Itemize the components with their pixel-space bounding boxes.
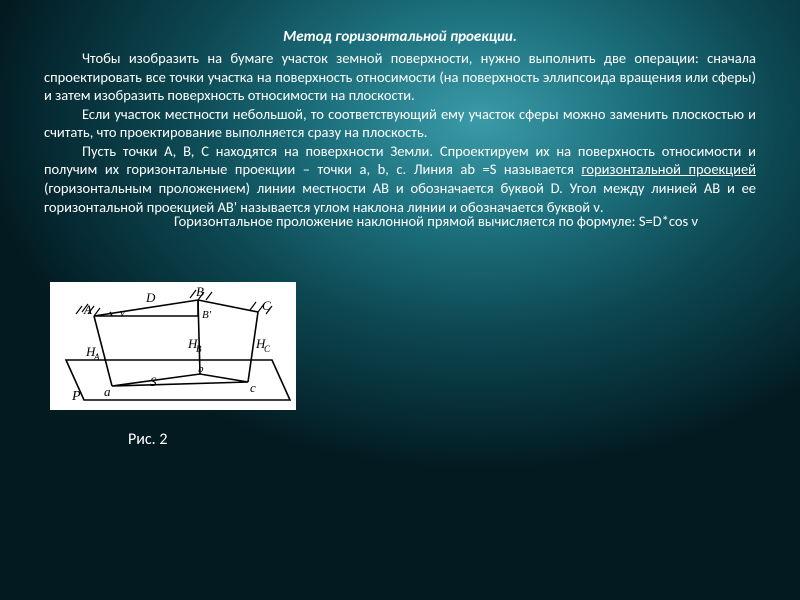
label-Bprime: B' bbox=[202, 309, 212, 321]
paragraph-4: Горизонтальное проложение наклонной прям… bbox=[174, 212, 756, 231]
label-b: b bbox=[198, 363, 204, 375]
paragraph-1: Чтобы изобразить на бумаге участок земно… bbox=[44, 49, 756, 105]
label-B: B bbox=[196, 284, 204, 299]
label-nu: ν bbox=[120, 307, 125, 319]
label-c: c bbox=[250, 380, 256, 395]
paragraph-3-b: (горизонтальным проложением) линии местн… bbox=[44, 179, 756, 216]
label-S: S bbox=[150, 374, 157, 389]
paragraph-2: Если участок местности небольшой, то соо… bbox=[44, 105, 756, 142]
figure-caption: Рис. 2 bbox=[128, 430, 167, 449]
label-P: P bbox=[71, 389, 81, 404]
label-A: A bbox=[83, 302, 92, 317]
diagram-svg: A B C B' D ν S H A H B H C a b c P bbox=[50, 282, 296, 410]
slide-content: Метод горизонтальной проекции. Чтобы изо… bbox=[0, 0, 800, 231]
slide-title: Метод горизонтальной проекции. bbox=[44, 28, 756, 47]
label-D: D bbox=[145, 290, 156, 305]
label-a: a bbox=[104, 384, 111, 399]
label-HC-sub: C bbox=[264, 344, 271, 354]
label-HB-sub: B bbox=[196, 344, 202, 354]
label-C: C bbox=[262, 298, 271, 313]
paragraph-3: Пусть точки A, B, C находятся на поверхн… bbox=[44, 142, 756, 216]
projection-diagram: A B C B' D ν S H A H B H C a b c P bbox=[50, 282, 296, 410]
label-HA-sub: A bbox=[93, 352, 100, 362]
paragraph-3-underline: горизонтальной проекцией bbox=[581, 160, 756, 178]
